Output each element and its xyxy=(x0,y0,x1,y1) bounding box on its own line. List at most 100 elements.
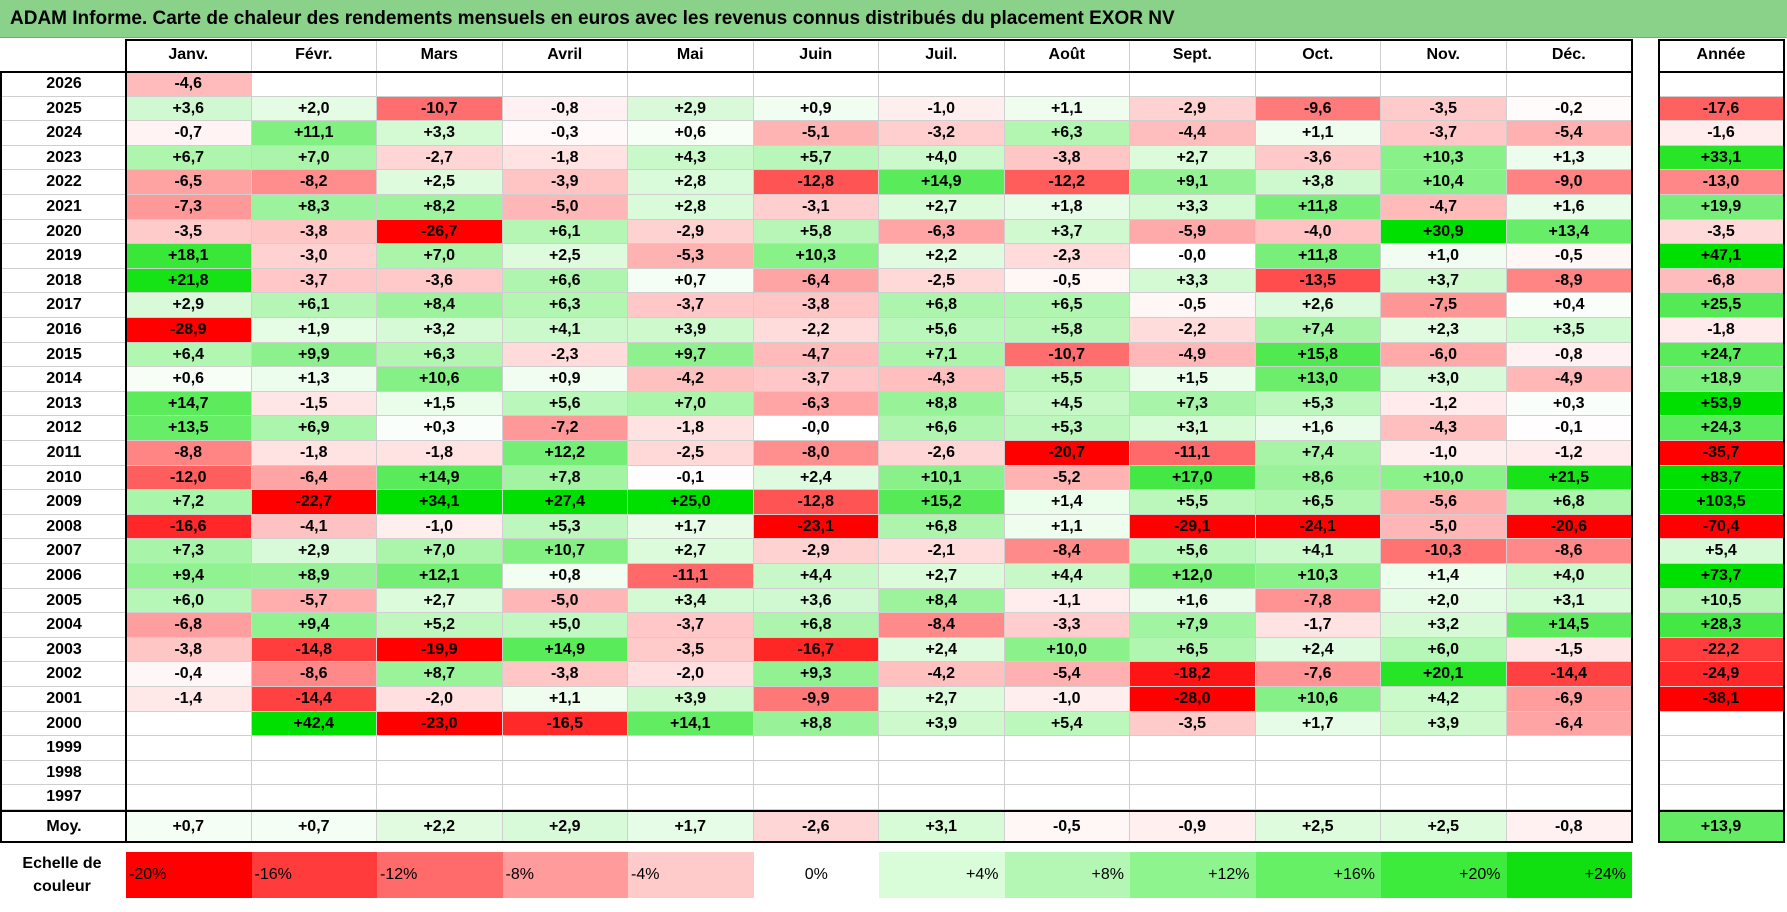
heatmap-cell: -7,2 xyxy=(502,416,628,441)
annual-cell: +53,9 xyxy=(1659,391,1784,417)
heatmap-cell: -3,7 xyxy=(628,293,754,318)
year-label: 2012 xyxy=(2,416,126,441)
heatmap-cell: -8,8 xyxy=(126,441,252,466)
heatmap-cell: -1,8 xyxy=(251,441,377,466)
heatmap-cell: +4,4 xyxy=(1004,564,1130,589)
heatmap-cell: -1,2 xyxy=(1506,441,1632,466)
year-label: 2013 xyxy=(2,391,126,417)
heatmap-cell: +5,8 xyxy=(753,219,879,245)
heatmap-cell: +6,1 xyxy=(502,219,628,245)
heatmap-cell: -8,2 xyxy=(251,170,377,195)
heatmap-cell: +2,4 xyxy=(879,637,1005,663)
heatmap-cell xyxy=(1130,760,1256,786)
heatmap-cell: -5,4 xyxy=(1506,121,1632,146)
heatmap-cell: +30,9 xyxy=(1381,219,1507,245)
scale-label-line2: couleur xyxy=(33,878,91,895)
heatmap-cell: +8,4 xyxy=(879,588,1005,614)
heatmap-cell: -3,8 xyxy=(251,219,377,245)
heatmap-cell: -5,9 xyxy=(1130,219,1256,245)
heatmap-cell: +3,9 xyxy=(628,687,754,712)
annual-cell: +25,5 xyxy=(1659,293,1784,318)
heatmap-cell: -1,7 xyxy=(1255,613,1381,638)
annual-cell: -13,0 xyxy=(1659,170,1784,195)
heatmap-cell: -1,2 xyxy=(1381,391,1507,417)
heatmap-cell: -3,8 xyxy=(1004,145,1130,171)
heatmap-cell: +3,7 xyxy=(1004,219,1130,245)
heatmap-cell: -6,4 xyxy=(753,268,879,294)
heatmap-cell: -20,6 xyxy=(1506,514,1632,540)
heatmap-cell: -23,1 xyxy=(753,514,879,540)
heatmap-cell xyxy=(377,72,503,97)
heatmap-cell xyxy=(126,736,252,761)
heatmap-cell: +7,4 xyxy=(1255,318,1381,343)
heatmap-cell: -3,0 xyxy=(251,244,377,269)
month-header: Sept. xyxy=(1130,40,1256,72)
heatmap-cell: +0,7 xyxy=(628,268,754,294)
annual-cell: +18,9 xyxy=(1659,367,1784,392)
year-label: 1998 xyxy=(2,760,126,786)
heatmap-cell xyxy=(1130,785,1256,810)
heatmap-cell: +3,2 xyxy=(377,318,503,343)
heatmap-cell: -10,7 xyxy=(377,96,503,122)
heatmap-cell: +6,7 xyxy=(126,145,252,171)
average-cell: -0,5 xyxy=(1004,812,1130,842)
heatmap-cell: -4,4 xyxy=(1130,121,1256,146)
year-label: 2000 xyxy=(2,711,126,737)
heatmap-cell: -5,3 xyxy=(628,244,754,269)
year-label: 2016 xyxy=(2,318,126,343)
heatmap-cell: -23,0 xyxy=(377,711,503,737)
month-header: Avril xyxy=(502,40,628,72)
heatmap-cell: -4,6 xyxy=(126,72,252,97)
heatmap-cell: -14,8 xyxy=(251,637,377,663)
annual-cell xyxy=(1659,72,1784,97)
heatmap-cell: -0,7 xyxy=(126,121,252,146)
heatmap-cell: +5,7 xyxy=(753,145,879,171)
heatmap-cell: -1,8 xyxy=(628,416,754,441)
heatmap-cell: +6,6 xyxy=(502,268,628,294)
heatmap-cell: -4,7 xyxy=(1381,195,1507,220)
heatmap-cell xyxy=(879,785,1005,810)
heatmap-cell: -4,7 xyxy=(753,342,879,368)
annual-cell: -1,8 xyxy=(1659,318,1784,343)
heatmap-cell xyxy=(628,760,754,786)
heatmap-cell: -1,8 xyxy=(377,441,503,466)
heatmap-cell: +2,7 xyxy=(1130,145,1256,171)
heatmap-cell: +2,7 xyxy=(628,539,754,564)
heatmap-cell: -8,6 xyxy=(1506,539,1632,564)
heatmap-cell: -0,1 xyxy=(628,465,754,491)
heatmap-cell xyxy=(1506,785,1632,810)
heatmap-cell: +1,6 xyxy=(1506,195,1632,220)
heatmap-cell: +6,8 xyxy=(879,514,1005,540)
heatmap-cell: +13,0 xyxy=(1255,367,1381,392)
heatmap-cell: -6,4 xyxy=(251,465,377,491)
heatmap-cell: +1,1 xyxy=(1004,96,1130,122)
heatmap-cell: -3,5 xyxy=(1130,711,1256,737)
heatmap-cell: +1,1 xyxy=(1255,121,1381,146)
heatmap-cell: +8,4 xyxy=(377,293,503,318)
heatmap-cell: +14,9 xyxy=(502,637,628,663)
heatmap-cell: +14,1 xyxy=(628,711,754,737)
heatmap-cell: +1,8 xyxy=(1004,195,1130,220)
heatmap-cell: +10,0 xyxy=(1381,465,1507,491)
heatmap-cell xyxy=(628,736,754,761)
year-label: 2009 xyxy=(2,490,126,515)
heatmap-cell: -11,1 xyxy=(628,564,754,589)
scale-stop: -16% xyxy=(251,852,377,898)
month-header: Mars xyxy=(377,40,503,72)
heatmap-cell xyxy=(126,785,252,810)
average-cell: -0,9 xyxy=(1130,812,1256,842)
heatmap-cell: +6,6 xyxy=(879,416,1005,441)
heatmap-cell: +5,3 xyxy=(1004,416,1130,441)
heatmap-cell: +12,1 xyxy=(377,564,503,589)
heatmap-cell: -6,0 xyxy=(1381,342,1507,368)
heatmap-cell: +6,5 xyxy=(1255,490,1381,515)
annual-cell: -17,6 xyxy=(1659,96,1784,122)
heatmap-cell: +1,4 xyxy=(1004,490,1130,515)
heatmap-cell: +5,4 xyxy=(1004,711,1130,737)
heatmap-cell xyxy=(753,785,879,810)
heatmap-cell: -4,9 xyxy=(1506,367,1632,392)
heatmap-cell: -1,8 xyxy=(502,145,628,171)
scale-stop: -8% xyxy=(502,852,628,898)
average-cell: +2,9 xyxy=(502,812,628,842)
heatmap-cell: -12,0 xyxy=(126,465,252,491)
